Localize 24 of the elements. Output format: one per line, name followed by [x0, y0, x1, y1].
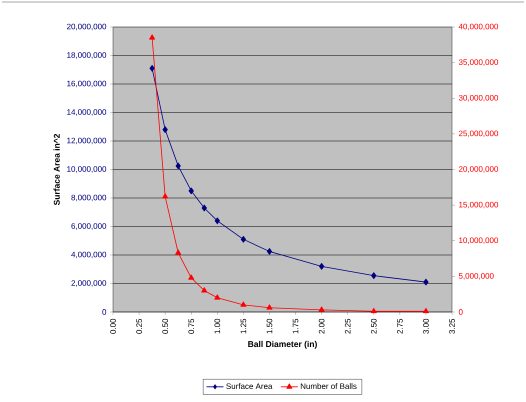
point — [371, 272, 376, 280]
point — [162, 193, 168, 198]
point — [214, 294, 220, 300]
point — [188, 187, 194, 194]
point — [214, 217, 220, 224]
point — [240, 236, 246, 243]
point — [176, 162, 181, 170]
point — [188, 274, 194, 280]
point — [240, 301, 246, 307]
y-axis-title: Surface Area in^2 — [54, 134, 60, 206]
point — [202, 204, 207, 212]
point — [318, 306, 325, 312]
point — [422, 308, 429, 314]
point — [201, 287, 208, 293]
point — [318, 263, 324, 270]
point — [162, 126, 168, 133]
x-axis-title: Ball Diameter (in) — [248, 340, 317, 349]
point — [175, 249, 182, 255]
point — [266, 248, 272, 255]
point — [370, 308, 377, 314]
point — [423, 278, 429, 286]
point — [266, 304, 272, 310]
point — [149, 64, 155, 72]
point — [149, 34, 156, 40]
